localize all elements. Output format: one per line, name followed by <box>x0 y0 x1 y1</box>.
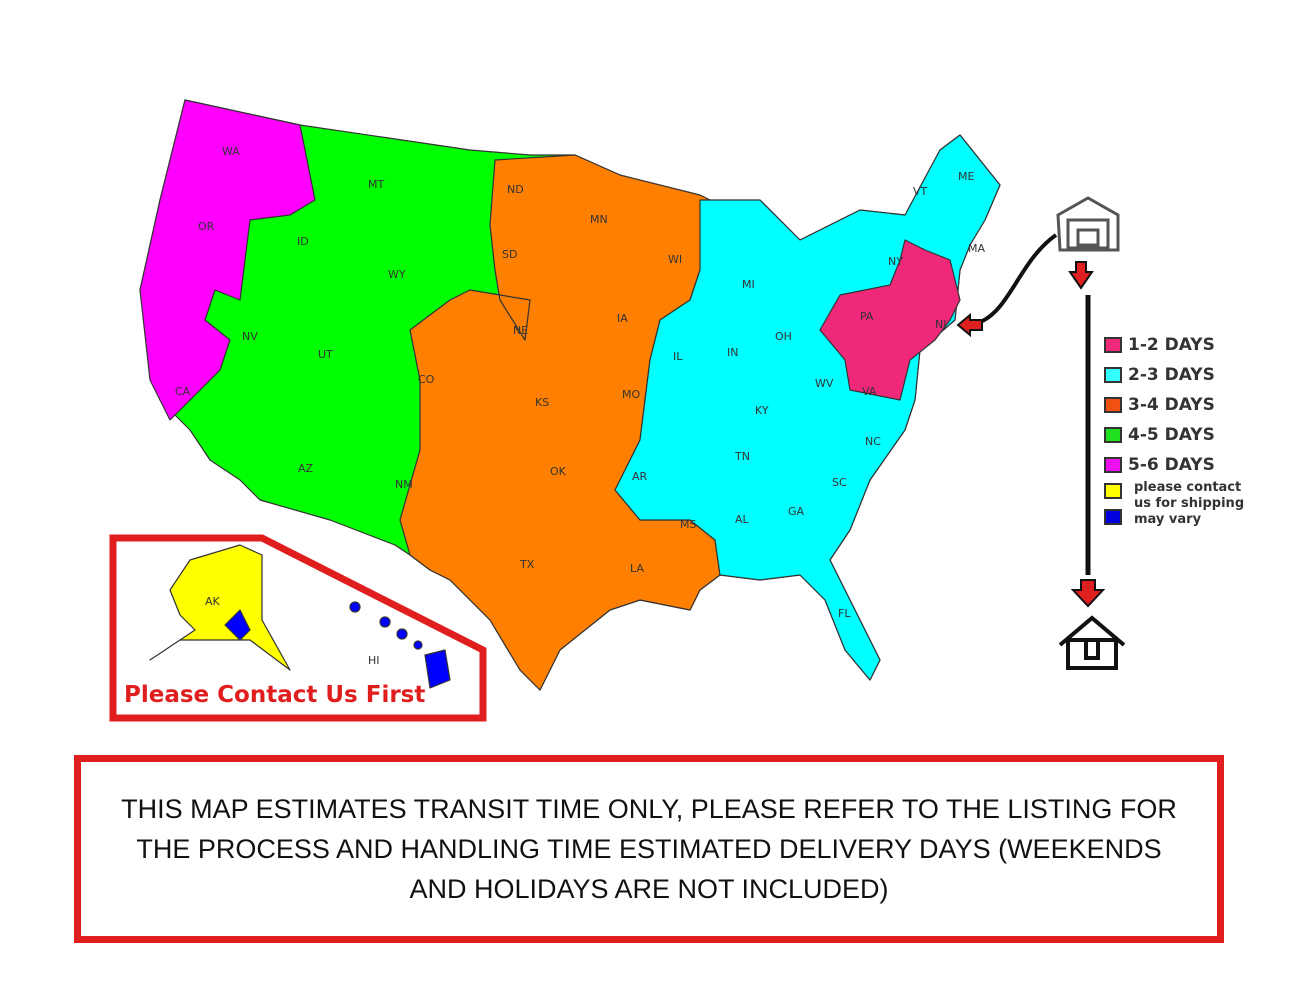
state-label: TN <box>734 450 750 463</box>
state-label: IN <box>727 346 738 359</box>
legend-label: 2-3 DAYS <box>1128 365 1215 385</box>
state-label: NJ <box>935 318 946 331</box>
state-label: TX <box>519 558 535 571</box>
state-label: MT <box>368 178 384 191</box>
state-label: AL <box>735 513 750 526</box>
state-labels: WA OR CA NV ID MT WY UT AZ NM CO ND SD N… <box>175 145 985 667</box>
state-label: ID <box>297 235 309 248</box>
down-arrow-icon <box>1068 261 1094 290</box>
state-label: MA <box>968 242 985 255</box>
state-label: GA <box>788 505 805 518</box>
warehouse-icon <box>1056 196 1120 252</box>
notice-box: THIS MAP ESTIMATES TRANSIT TIME ONLY, PL… <box>74 755 1224 943</box>
state-label: PA <box>860 310 874 323</box>
state-label: AK <box>205 595 221 608</box>
state-label: AZ <box>298 462 314 475</box>
state-label: OH <box>775 330 792 343</box>
swatch-1-2-days <box>1104 337 1122 353</box>
inset-label: Please Contact Us First <box>124 682 426 708</box>
legend-label: us for shipping <box>1134 496 1245 511</box>
state-label: OR <box>198 220 215 233</box>
legend-label: 4-5 DAYS <box>1128 425 1215 445</box>
state-label: NY <box>888 255 903 268</box>
state-label: FL <box>838 607 851 620</box>
state-label: UT <box>318 348 333 361</box>
state-label: NE <box>513 324 528 337</box>
state-label: NC <box>865 435 881 448</box>
swatch-contact <box>1104 483 1122 499</box>
state-label: ME <box>958 170 974 183</box>
state-label: KS <box>535 396 549 409</box>
legend-item: 3-4 DAYS <box>1104 390 1244 420</box>
down-arrow-icon <box>1070 579 1106 608</box>
state-label: SD <box>502 248 517 261</box>
legend-item: 1-2 DAYS <box>1104 330 1244 360</box>
state-label: WI <box>668 253 682 266</box>
legend-item-contact: please contact us for shipping may vary <box>1104 480 1244 528</box>
state-label: MS <box>680 518 696 531</box>
state-label: MN <box>590 213 608 226</box>
state-label: IL <box>673 350 683 363</box>
legend-item: 5-6 DAYS <box>1104 450 1244 480</box>
hawaii <box>349 601 451 689</box>
state-label: KY <box>755 404 769 417</box>
state-label: LA <box>630 562 644 575</box>
legend-label: may vary <box>1134 512 1202 527</box>
alaska <box>149 544 291 671</box>
state-label: NM <box>395 478 413 491</box>
legend-item: 2-3 DAYS <box>1104 360 1244 390</box>
legend: 1-2 DAYS 2-3 DAYS 3-4 DAYS 4-5 DAYS 5-6 … <box>1104 330 1244 528</box>
state-label: ND <box>507 183 524 196</box>
legend-label: 5-6 DAYS <box>1128 455 1215 475</box>
state-label: VT <box>913 185 928 198</box>
state-label: HI <box>368 654 380 667</box>
swatch-5-6-days <box>1104 457 1122 473</box>
state-label: WA <box>222 145 240 158</box>
legend-label: please contact <box>1134 480 1242 495</box>
inset-border <box>109 534 487 722</box>
state-label: SC <box>832 476 847 489</box>
state-label: WY <box>388 268 406 281</box>
state-label: MO <box>622 388 640 401</box>
state-label: IA <box>617 312 628 325</box>
house-icon <box>1058 615 1126 670</box>
state-label: MI <box>742 278 755 291</box>
legend-label: 1-2 DAYS <box>1128 335 1215 355</box>
legend-item: 4-5 DAYS <box>1104 420 1244 450</box>
left-arrow-icon <box>956 312 983 338</box>
swatch-may-vary <box>1104 509 1122 525</box>
state-label: AR <box>632 470 648 483</box>
swatch-2-3-days <box>1104 367 1122 383</box>
connector-line <box>979 233 1058 324</box>
notice-text: THIS MAP ESTIMATES TRANSIT TIME ONLY, PL… <box>121 794 1177 904</box>
state-label: CO <box>418 373 435 386</box>
legend-label: 3-4 DAYS <box>1128 395 1215 415</box>
state-label: WV <box>815 377 834 390</box>
state-label: NV <box>242 330 258 343</box>
state-label: VA <box>862 385 877 398</box>
state-label: OK <box>550 465 567 478</box>
swatch-3-4-days <box>1104 397 1122 413</box>
state-label: CA <box>175 385 191 398</box>
alaska-blue <box>224 609 251 641</box>
swatch-4-5-days <box>1104 427 1122 443</box>
zone-1-2-days <box>819 239 961 401</box>
zone-5-6-days <box>139 99 316 421</box>
